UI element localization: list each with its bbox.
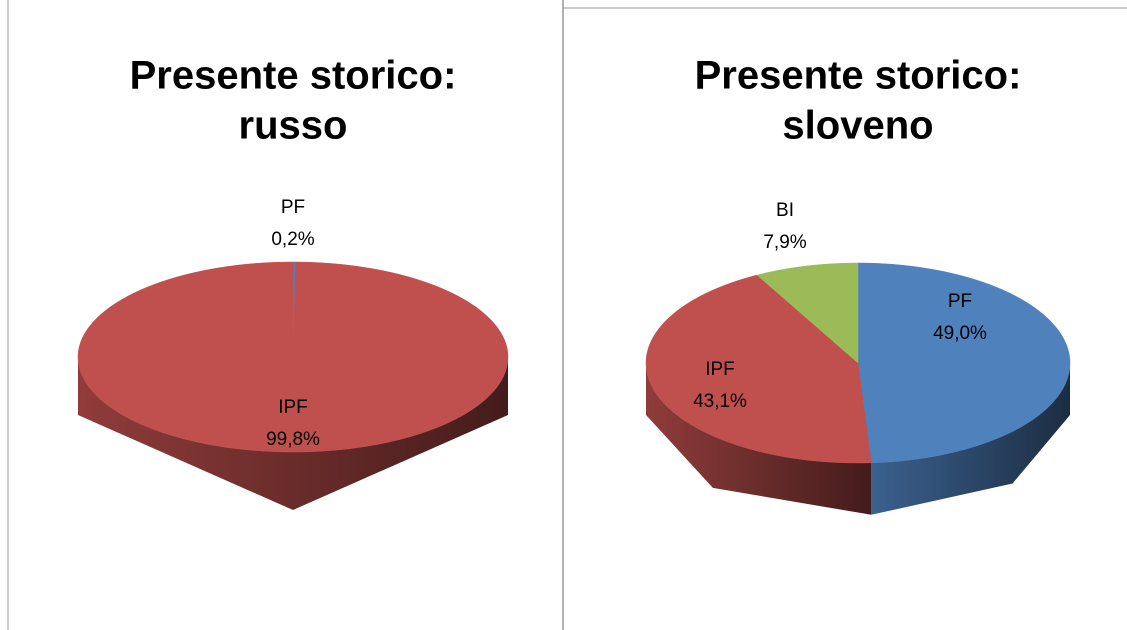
slice-label-value: 99,8% <box>266 429 320 450</box>
pie-side <box>871 363 1070 515</box>
pie-side <box>646 363 872 515</box>
slice-label-value: 0,2% <box>271 229 314 250</box>
chart-title: russo <box>239 104 348 148</box>
slice-label-name: PF <box>948 291 972 312</box>
chart-title: Presente storico: <box>130 54 457 98</box>
pie-slice <box>645 274 872 464</box>
chart-title: Presente storico: <box>695 54 1022 98</box>
pie-slice <box>77 261 509 453</box>
slice-label-name: IPF <box>705 359 735 380</box>
pie-slice <box>857 262 1071 464</box>
slice-label-value: 43,1% <box>693 391 747 412</box>
chart-title: sloveno <box>782 104 933 148</box>
slice-label-name: IPF <box>278 397 308 418</box>
slice-label-name: PF <box>281 197 305 218</box>
slice-label-value: 7,9% <box>763 232 806 253</box>
slice-label-value: 49,0% <box>933 323 987 344</box>
pie-side <box>78 357 508 510</box>
slice-label-name: BI <box>776 200 794 221</box>
pie-slice <box>756 262 859 364</box>
